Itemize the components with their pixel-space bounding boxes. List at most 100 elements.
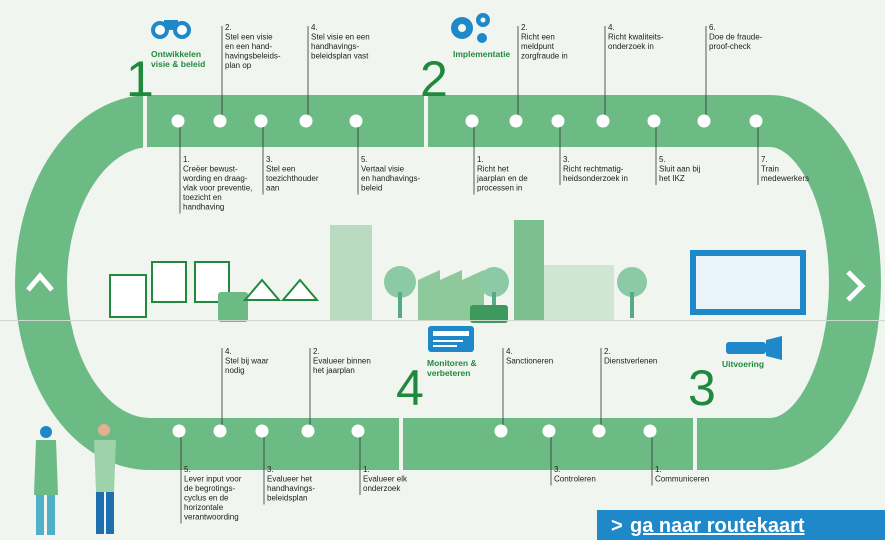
step-text: handhavings- — [311, 42, 359, 51]
step-dot — [350, 115, 363, 128]
step-dot — [750, 115, 763, 128]
step-number: 1. — [655, 465, 662, 474]
step-text: Richt kwaliteits- — [608, 33, 664, 42]
step-dot — [543, 425, 556, 438]
step-text: Controleren — [554, 475, 596, 484]
step-number: 4. — [225, 347, 232, 356]
step-text: toezichthouder — [266, 174, 319, 183]
step-text: Vertaal visie — [361, 165, 405, 174]
step-dot — [648, 115, 661, 128]
step-text: Lever input voor — [184, 475, 242, 484]
step-dot — [214, 425, 227, 438]
step-text: proof-check — [709, 42, 752, 51]
phase-number: 3 — [688, 360, 716, 416]
step-number: 2. — [225, 23, 232, 32]
phase-number: 2 — [420, 51, 448, 107]
step-text: Doe de fraude- — [709, 33, 763, 42]
route-label[interactable]: ga naar routekaart — [630, 515, 805, 537]
step-dot — [510, 115, 523, 128]
step-dot — [173, 425, 186, 438]
step-number: 6. — [709, 23, 716, 32]
step-text: Communiceren — [655, 475, 709, 484]
step-text: Richt een — [521, 33, 555, 42]
phase-number: 4 — [396, 360, 424, 416]
step-text: Sanctioneren — [506, 357, 553, 366]
step-dot — [256, 425, 269, 438]
step-text: en handhavings- — [361, 174, 420, 183]
step-text: beleidsplan vast — [311, 52, 369, 61]
step-text: nodig — [225, 366, 245, 375]
step-text: Train — [761, 165, 779, 174]
step-number: 1. — [183, 155, 190, 164]
step-text: beleid — [361, 184, 382, 193]
step-text: cyclus en de — [184, 494, 229, 503]
step-number: 5. — [361, 155, 368, 164]
step-dot — [597, 115, 610, 128]
step-text: handhaving — [183, 203, 224, 212]
step-text: Evalueer het — [267, 475, 313, 484]
step-dot — [698, 115, 711, 128]
step-text: Sluit aan bij — [659, 165, 701, 174]
step-number: 4. — [311, 23, 318, 32]
step-text: heidsonderzoek in — [563, 174, 628, 183]
review-icon — [428, 326, 474, 352]
step-number: 5. — [184, 465, 191, 474]
step-number: 1. — [477, 155, 484, 164]
step-number: 1. — [363, 465, 370, 474]
step-number: 3. — [554, 465, 561, 474]
infographic: 1Ontwikkelenvisie & beleid1.Creëer bewus… — [0, 0, 885, 540]
step-text: beleidsplan — [267, 494, 307, 503]
phase-title: Monitoren & — [427, 358, 477, 368]
phase-title: Uitvoering — [722, 359, 764, 369]
step-dot — [214, 115, 227, 128]
step-dot — [300, 115, 313, 128]
step-text: Richt rechtmatig- — [563, 165, 624, 174]
route-link[interactable]: > ga naar routekaart — [597, 510, 885, 540]
step-text: meldpunt — [521, 42, 555, 51]
step-text: vlak voor preventie, — [183, 184, 252, 193]
step-text: wording en draag- — [182, 174, 248, 183]
step-text: Creëer bewust- — [183, 165, 238, 174]
step-number: 4. — [608, 23, 615, 32]
step-number: 3. — [563, 155, 570, 164]
step-text: Stel een visie — [225, 33, 273, 42]
step-text: handhavings- — [267, 484, 315, 493]
step-text: het jaarplan — [313, 366, 355, 375]
step-dot — [302, 425, 315, 438]
phase-title: visie & beleid — [151, 59, 205, 69]
step-text: Evalueer binnen — [313, 357, 371, 366]
step-number: 7. — [761, 155, 768, 164]
step-text: jaarplan en de — [476, 174, 528, 183]
step-text: processen in — [477, 184, 522, 193]
step-text: de begrotings- — [184, 484, 235, 493]
step-number: 4. — [506, 347, 513, 356]
step-text: onderzoek in — [608, 42, 654, 51]
step-dot — [552, 115, 565, 128]
step-text: toezicht en — [183, 193, 222, 202]
step-text: aan — [266, 184, 279, 193]
step-dot — [352, 425, 365, 438]
step-text: onderzoek — [363, 484, 401, 493]
step-dot — [495, 425, 508, 438]
step-text: Stel een — [266, 165, 295, 174]
step-dot — [255, 115, 268, 128]
step-text: Richt het — [477, 165, 509, 174]
phase-number: 1 — [126, 51, 154, 107]
step-number: 2. — [521, 23, 528, 32]
step-text: en een hand- — [225, 42, 272, 51]
step-number: 2. — [313, 347, 320, 356]
step-text: havingsbeleids- — [225, 52, 281, 61]
step-dot — [466, 115, 479, 128]
step-number: 3. — [266, 155, 273, 164]
step-text: medewerkers — [761, 174, 809, 183]
step-text: Stel bij waar — [225, 357, 269, 366]
step-number: 5. — [659, 155, 666, 164]
route-arrow[interactable]: > — [611, 515, 623, 537]
step-dot — [644, 425, 657, 438]
step-text: Dienstverlenen — [604, 357, 657, 366]
step-number: 2. — [604, 347, 611, 356]
step-text: horizontale — [184, 503, 224, 512]
phase-title: verbeteren — [427, 368, 470, 378]
step-text: verantwoording — [184, 513, 239, 522]
step-text: Evalueer elk — [363, 475, 408, 484]
